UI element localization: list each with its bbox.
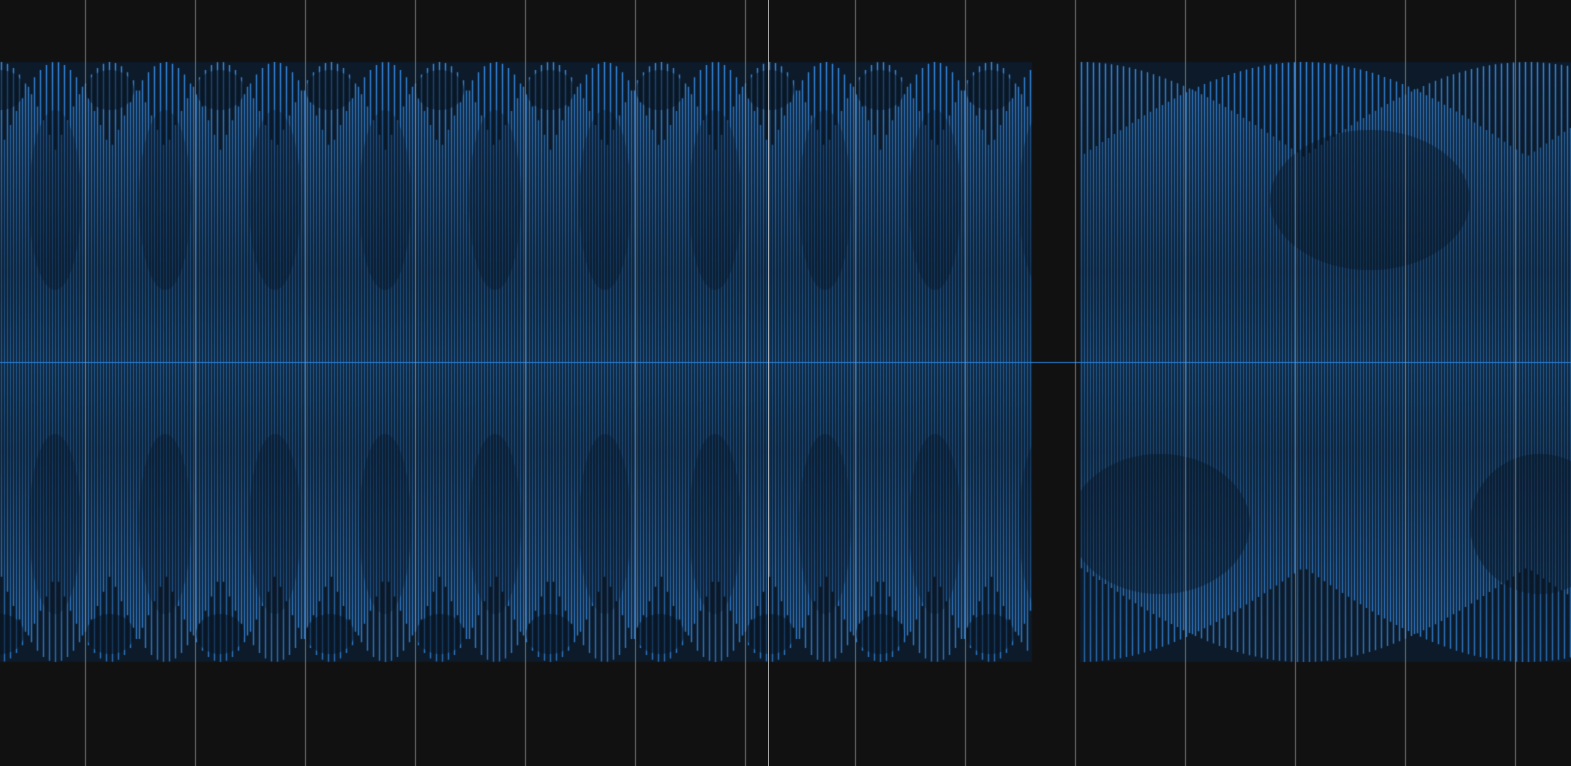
playhead-cursor[interactable] <box>768 0 769 766</box>
